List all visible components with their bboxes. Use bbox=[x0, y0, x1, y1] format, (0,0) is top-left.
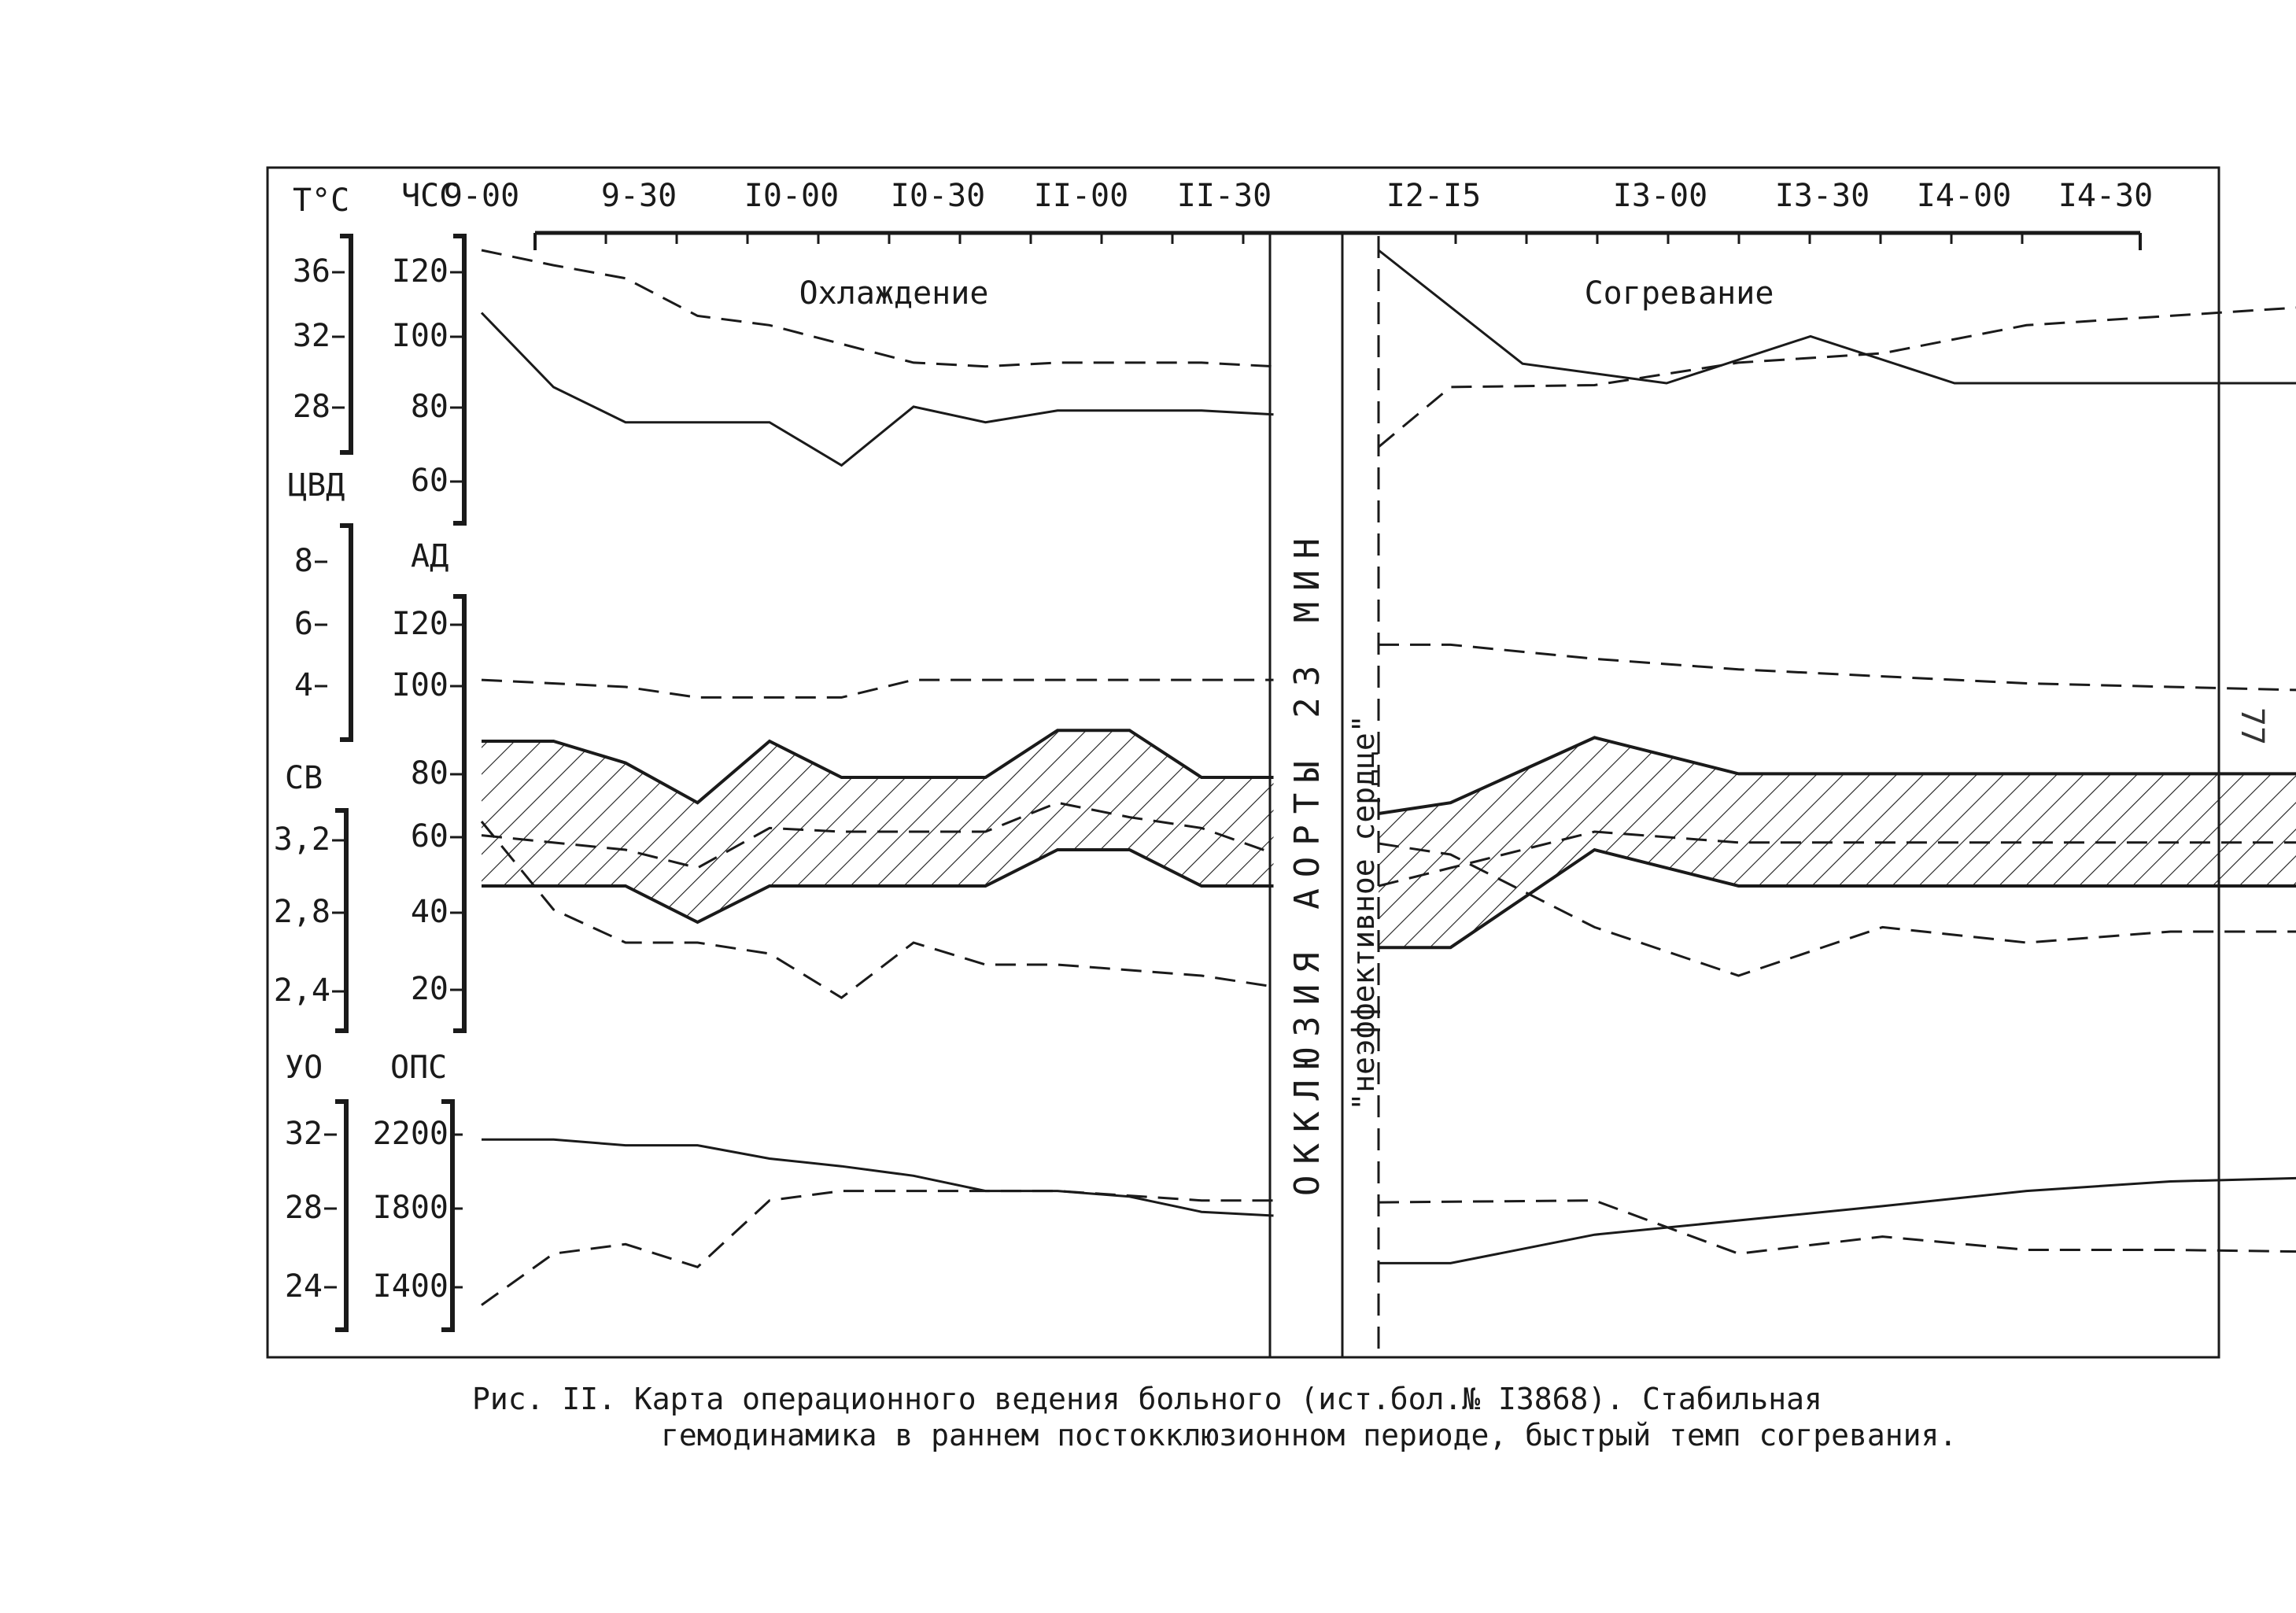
bp-band-post bbox=[1379, 737, 2296, 948]
hr-line-pre bbox=[480, 312, 1274, 467]
time-tick-label: I0-30 bbox=[891, 178, 985, 214]
tpr-line-post bbox=[1378, 1199, 2296, 1255]
temp-line-pre bbox=[481, 249, 1274, 368]
annotation-occlusion: ОККЛЮЗИЯ АОРТЫ 23 МИН bbox=[1287, 527, 1327, 1196]
tpr-tick-label: 2200 bbox=[373, 1116, 448, 1152]
temp-line-post bbox=[1378, 306, 2296, 448]
cvp-line-pre bbox=[481, 678, 1274, 699]
temp-axis-bracket bbox=[340, 234, 353, 455]
cvp-tick-label: 6 bbox=[294, 606, 313, 642]
temp-tick-label: 32 bbox=[293, 318, 330, 354]
ci-axis-title: СВ bbox=[285, 760, 323, 796]
bp-tick-label: 40 bbox=[411, 894, 448, 930]
tpr-tick-label: I800 bbox=[373, 1190, 448, 1226]
time-tick-label: I0-00 bbox=[744, 178, 839, 214]
sv-line-pre bbox=[482, 1138, 1274, 1217]
time-tick-label: I4-30 bbox=[2058, 178, 2153, 214]
time-tick-label: II-00 bbox=[1034, 178, 1128, 214]
caption-line-2: гемодинамика в раннем постокклюзионном п… bbox=[661, 1418, 1958, 1452]
bp_mean-line-post bbox=[1378, 830, 2296, 888]
time-tick-label: I2-I5 bbox=[1386, 178, 1481, 214]
ci-tick-label: 2,4 bbox=[274, 973, 330, 1009]
hr-tick-label: I20 bbox=[392, 253, 448, 290]
cvp-tick-label: 4 bbox=[294, 667, 313, 703]
caption-line-1: Рис. II. Карта операционного ведения бол… bbox=[472, 1382, 1822, 1416]
annotation-warming: Согревание bbox=[1585, 275, 1774, 312]
time-tick-label: I3-30 bbox=[1775, 178, 1870, 214]
tpr-axis-bracket bbox=[441, 1099, 455, 1332]
page-number: 77 bbox=[2234, 707, 2271, 746]
temp-axis-title: Т°С bbox=[293, 183, 349, 219]
temp-tick-label: 28 bbox=[293, 389, 330, 425]
hr-line-post bbox=[1378, 249, 2296, 385]
bp-tick-label: 60 bbox=[411, 818, 448, 854]
sv-axis-bracket bbox=[335, 1099, 349, 1332]
ci-tick-label: 2,8 bbox=[274, 894, 330, 930]
hr-axis-title: ЧСС bbox=[401, 178, 458, 214]
bp_dia-line-post bbox=[1379, 847, 2296, 950]
time-tick-label: 9-30 bbox=[601, 178, 677, 214]
bp_mean-line-pre bbox=[481, 801, 1274, 869]
hr-axis-bracket bbox=[453, 234, 467, 526]
hr-tick-label: 60 bbox=[411, 463, 448, 499]
sv-tick-label: 32 bbox=[285, 1116, 323, 1152]
annotation-cooling: Охлаждение bbox=[799, 275, 989, 312]
sv-tick-label: 24 bbox=[285, 1268, 323, 1305]
cvp-line-post bbox=[1379, 643, 2296, 692]
hr-tick-label: 80 bbox=[411, 389, 448, 425]
cvp-axis-title: ЦВД bbox=[288, 467, 345, 504]
sv-tick-label: 28 bbox=[285, 1190, 323, 1226]
annotation-ineffective-heart: "неэффективное сердце" bbox=[1346, 714, 1381, 1110]
bp-tick-label: I00 bbox=[392, 667, 448, 703]
bp_dia-line-pre bbox=[482, 848, 1274, 925]
cvp-tick-label: 8 bbox=[294, 543, 313, 579]
hr-tick-label: I00 bbox=[392, 318, 448, 354]
bp-band-pre bbox=[482, 730, 1274, 922]
ci-tick-label: 3,2 bbox=[274, 821, 330, 858]
tpr-line-pre bbox=[481, 1190, 1274, 1306]
sv-line-post bbox=[1379, 1176, 2296, 1264]
cvp-axis-bracket bbox=[340, 523, 353, 742]
ci-axis-bracket bbox=[335, 808, 349, 1033]
bp-tick-label: 80 bbox=[411, 755, 448, 792]
time-tick-label: I4-00 bbox=[1917, 178, 2011, 214]
tpr-tick-label: I400 bbox=[373, 1268, 448, 1305]
bp_sys-line-post bbox=[1378, 736, 2296, 815]
bp-tick-label: I20 bbox=[392, 606, 448, 642]
sv-axis-title: УО bbox=[285, 1050, 323, 1086]
bp-tick-label: 20 bbox=[411, 971, 448, 1007]
bp-axis-bracket bbox=[453, 594, 467, 1033]
time-tick-label: 9-00 bbox=[444, 178, 519, 214]
ci-line-pre bbox=[480, 821, 1274, 999]
tpr-axis-title: ОПС bbox=[390, 1050, 447, 1086]
time-tick-label: I3-00 bbox=[1613, 178, 1707, 214]
temp-tick-label: 36 bbox=[293, 253, 330, 290]
time-tick-label: II-30 bbox=[1177, 178, 1272, 214]
bp_sys-line-pre bbox=[482, 729, 1274, 805]
figure-caption: Рис. II. Карта операционного ведения бол… bbox=[472, 1381, 2250, 1453]
chart-frame bbox=[266, 166, 2220, 1359]
bp-axis-title: АД bbox=[411, 538, 448, 574]
